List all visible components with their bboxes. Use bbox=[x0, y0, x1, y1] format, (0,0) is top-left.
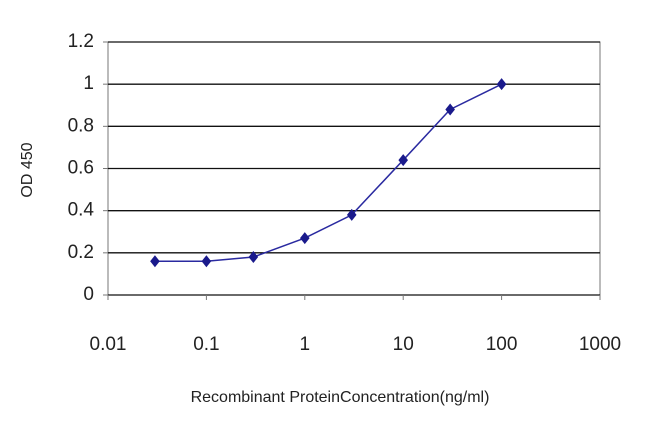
y-tick-label: 0.2 bbox=[68, 242, 94, 263]
data-point bbox=[201, 255, 212, 268]
data-point bbox=[496, 78, 507, 91]
data-point bbox=[300, 232, 310, 245]
x-axis-label: Recombinant ProteinConcentration(ng/ml) bbox=[191, 389, 490, 406]
x-tick-label: 1 bbox=[300, 334, 311, 355]
data-point bbox=[248, 251, 259, 264]
data-point bbox=[445, 103, 455, 116]
y-tick-label: 0.6 bbox=[68, 158, 94, 179]
y-tick-label: 1.2 bbox=[68, 31, 94, 52]
x-tick-label: 0.1 bbox=[193, 334, 219, 355]
y-tick-label: 0.8 bbox=[68, 115, 94, 136]
y-tick-label: 0.4 bbox=[68, 200, 95, 221]
x-tick-label: 0.01 bbox=[90, 334, 127, 355]
y-tick-label: 1 bbox=[83, 73, 94, 94]
x-tick-label: 1000 bbox=[579, 334, 621, 355]
data-line bbox=[154, 83, 502, 263]
y-tick-label: 0 bbox=[83, 284, 94, 305]
x-tick-label: 100 bbox=[486, 334, 518, 355]
x-tick-label: 10 bbox=[393, 334, 414, 355]
y-axis-label: OD 450 bbox=[19, 142, 36, 197]
data-point bbox=[398, 154, 408, 167]
data-point bbox=[150, 255, 160, 268]
data-point bbox=[346, 208, 357, 221]
